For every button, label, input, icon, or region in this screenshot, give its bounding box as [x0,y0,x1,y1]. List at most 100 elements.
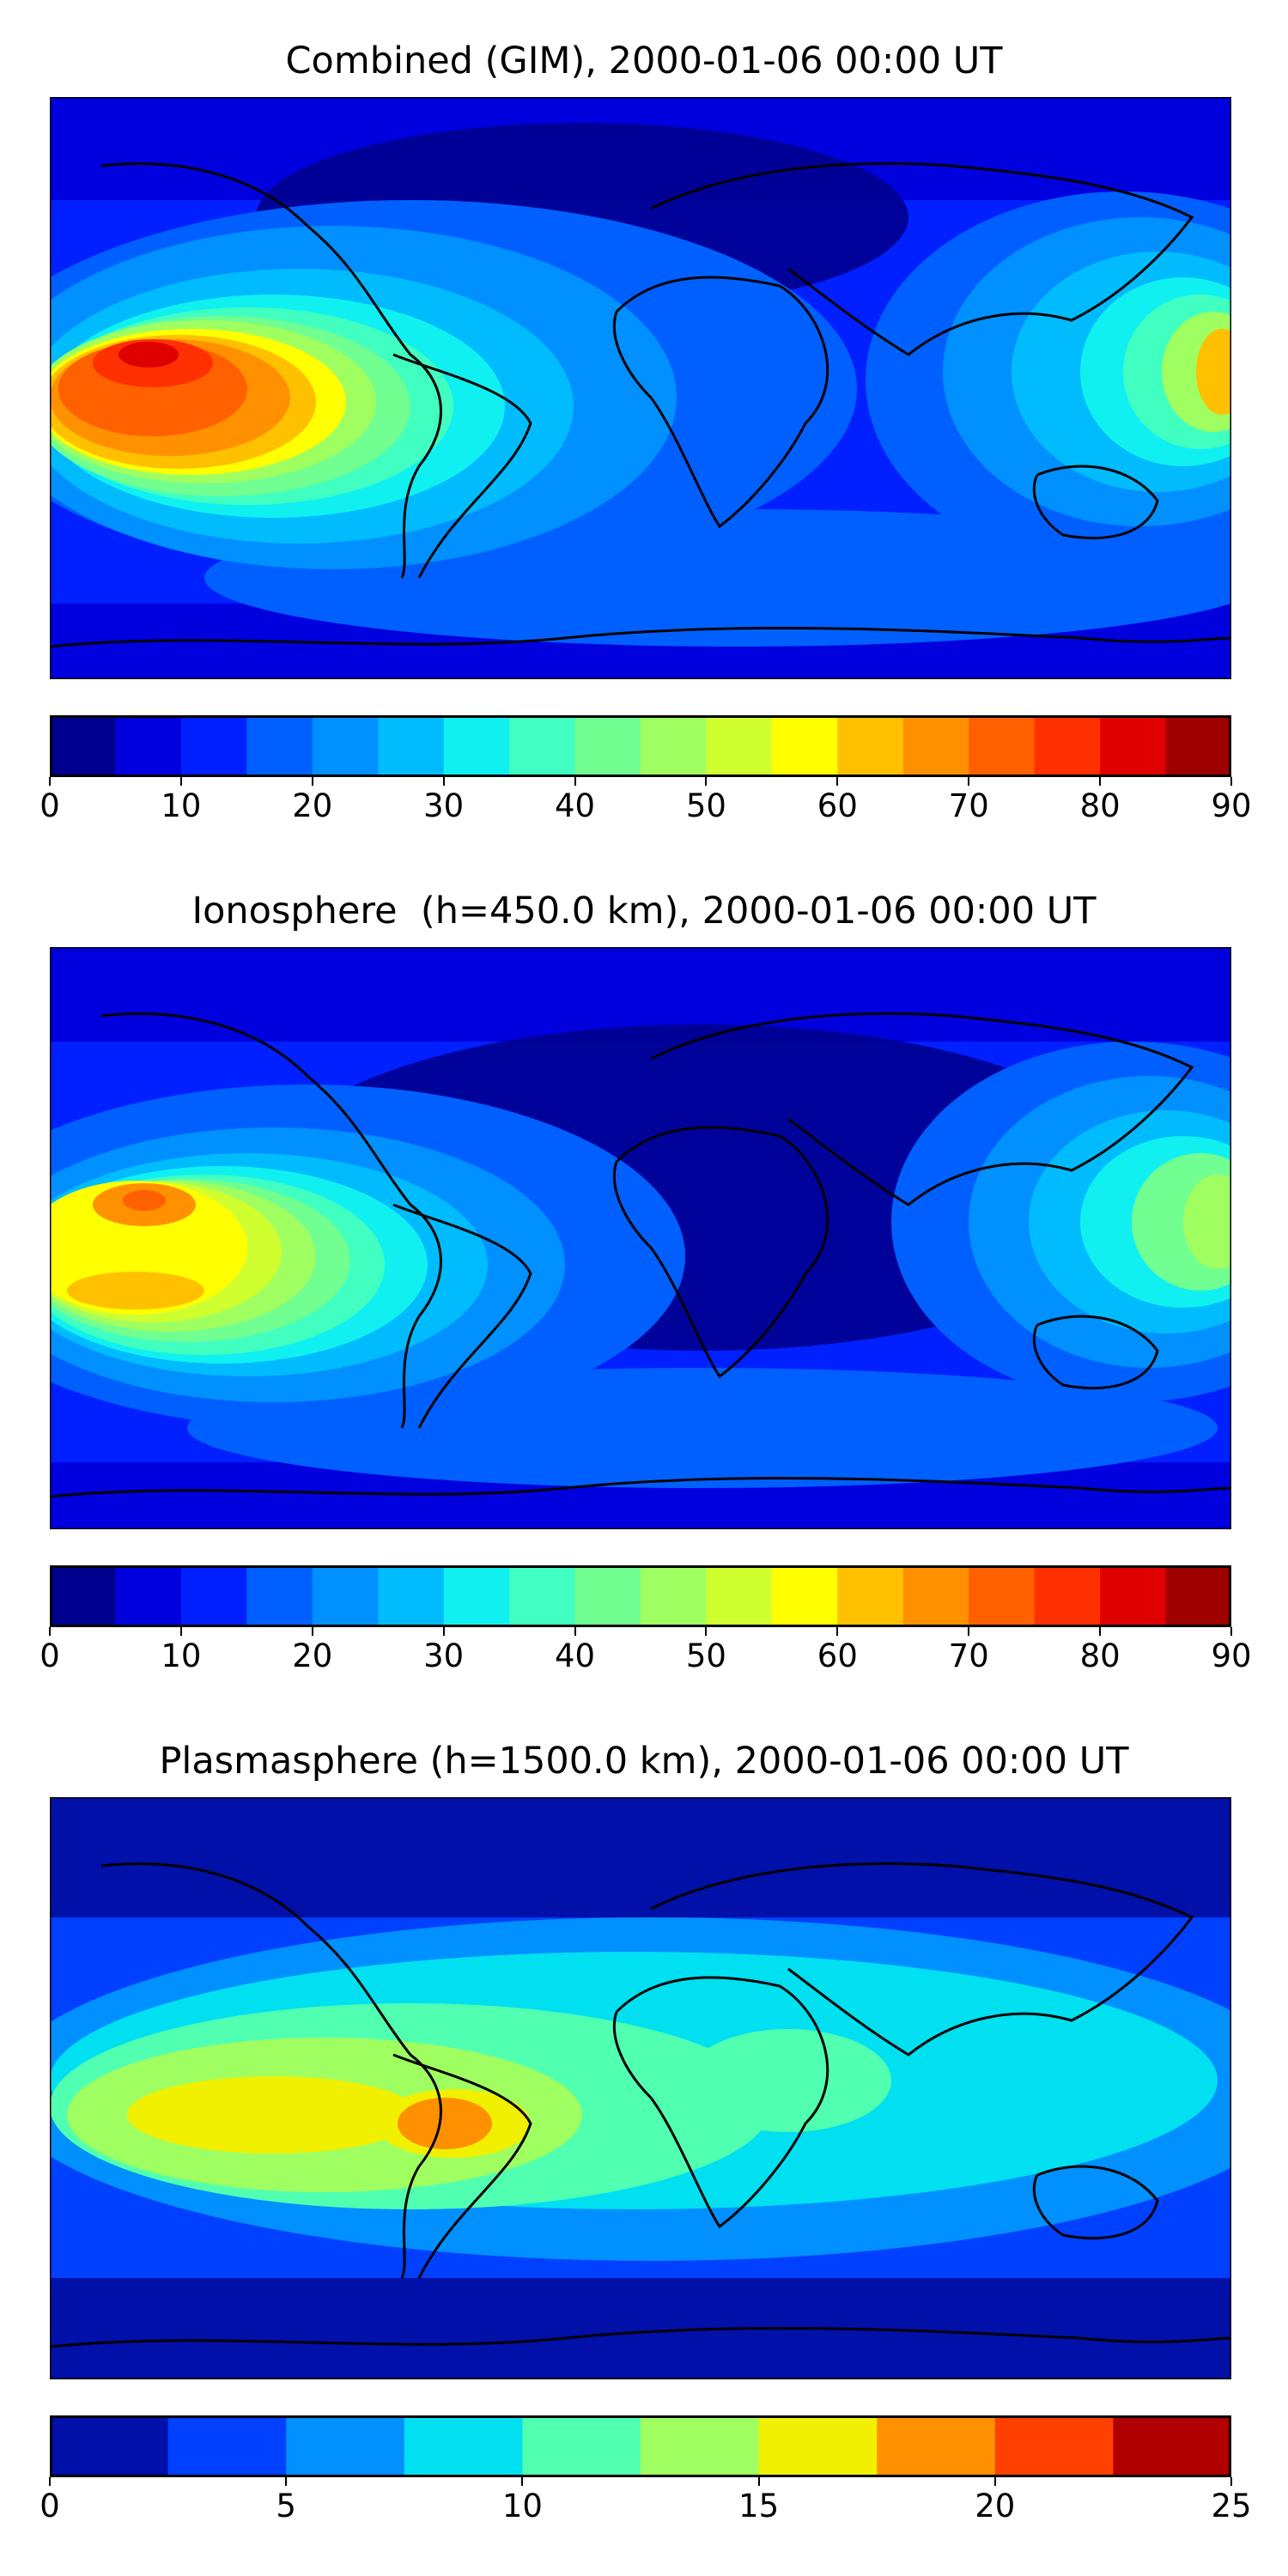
colorbar-segment [706,1565,773,1627]
colorbar-segment [115,715,182,777]
colorbar-tick-label: 30 [423,1637,465,1674]
colorbar-plasmasphere [50,2415,1231,2477]
colorbar-tick-mark [968,777,970,786]
colorbar-segment [115,1565,182,1627]
colorbar-segment [902,1565,969,1627]
colorbar-segment [378,715,445,777]
panel-title-combined: Combined (GIM), 2000-01-06 00:00 UT [285,39,1003,82]
colorbar-segment [877,2415,996,2477]
colorbar-tick-mark [442,777,445,786]
colorbar-tick-label: 50 [685,787,726,824]
colorbar-segment [509,1565,576,1627]
colorbar-tick-mark [49,2477,51,2486]
colorbar-tick-label: 70 [948,1637,989,1674]
colorbar-segment [771,715,838,777]
colorbar-segment [378,1565,445,1627]
colorbar-tick-mark [705,1627,708,1636]
colorbar-segment [1100,715,1167,777]
colorbar-tick-label: 40 [555,787,596,824]
panel-title-ionosphere: Ionosphere (h=450.0 km), 2000-01-06 00:0… [191,890,1097,933]
colorbar-combined [50,715,1231,777]
colorbar-segment [1165,715,1231,777]
colorbar-segment [771,1565,838,1627]
colorbar-segment [641,2415,760,2477]
colorbar-tick-label: 15 [738,2488,780,2524]
colorbar-tick-label: 10 [501,2488,543,2524]
colorbar-tick-label: 25 [1211,2488,1252,2524]
colorbar-segment [246,1565,313,1627]
colorbar-segment [509,715,576,777]
colorbar-tick-mark [574,777,576,786]
colorbar-tick-label: 20 [292,787,333,824]
colorbar-segment [50,1565,116,1627]
colorbar-segment [574,715,641,777]
colorbar-segment [50,715,116,777]
colorbar-segment [167,2415,287,2477]
panel-title-plasmasphere: Plasmasphere (h=1500.0 km), 2000-01-06 0… [159,1740,1129,1783]
colorbar-tick-mark [49,1627,51,1636]
colorbar-tick-mark [574,1627,576,1636]
colorbar-segment [969,1565,1036,1627]
colorbar-tick-mark [1230,2477,1232,2486]
colorbar-tick-mark [442,1627,445,1636]
colorbar-segment [286,2415,405,2477]
colorbar-segment [574,1565,641,1627]
map-combined [50,97,1231,679]
colorbar-tick-mark [757,2477,760,2486]
colorbar-tick-mark [1230,777,1232,786]
colorbar-segment [994,2415,1114,2477]
colorbar-segment [641,1565,707,1627]
colorbar-segment [443,1565,510,1627]
colorbar-tick-mark [836,777,839,786]
colorbar-tick-label: 80 [1079,787,1121,824]
colorbar-tick-label: 50 [685,1637,726,1674]
colorbar-tick-label: 60 [817,1637,858,1674]
colorbar-tick-mark [1230,1627,1232,1636]
colorbar-tick-label: 30 [423,787,465,824]
colorbar-segment [969,715,1036,777]
colorbar-tick-label: 20 [292,1637,333,1674]
colorbar-tick-mark [49,777,51,786]
colorbar-tick-label: 90 [1211,1637,1252,1674]
colorbar-ionosphere [50,1565,1231,1627]
colorbar-segment [1034,715,1101,777]
colorbar-tick-mark [1099,777,1102,786]
colorbar-tick-label: 20 [975,2488,1016,2524]
colorbar-segment [522,2415,641,2477]
colorbar-tick-mark [285,2477,288,2486]
colorbar-tick-label: 90 [1211,787,1252,824]
colorbar-frame [50,2415,1231,2477]
colorbar-tick-mark [836,1627,839,1636]
colorbar-tick-mark [179,1627,182,1636]
colorbar-segment [180,715,247,777]
colorbar-segment [837,1565,904,1627]
colorbar-segment [50,2415,169,2477]
colorbar-segment [1113,2415,1231,2477]
colorbar-segment [443,715,510,777]
colorbar-tick-mark [311,777,313,786]
colorbar-segment [837,715,904,777]
colorbar-segment [641,715,707,777]
colorbar-segment [180,1565,247,1627]
colorbar-tick-label: 40 [555,1637,596,1674]
colorbar-tick-label: 80 [1079,1637,1121,1674]
colorbar-frame [50,1565,1231,1627]
colorbar-segment [706,715,773,777]
colorbar-tick-mark [993,2477,996,2486]
colorbar-tick-mark [521,2477,524,2486]
colorbar-tick-label: 0 [39,787,60,824]
colorbar-tick-mark [311,1627,313,1636]
colorbar-segment [312,715,379,777]
colorbar-segment [312,1565,379,1627]
colorbar-segment [246,715,313,777]
colorbar-segment [1034,1565,1101,1627]
map-plasmasphere [50,1797,1231,2379]
colorbar-tick-label: 5 [276,2488,296,2524]
colorbar-tick-label: 10 [161,787,202,824]
colorbar-tick-label: 0 [39,2488,60,2524]
colorbar-tick-mark [705,777,708,786]
colorbar-segment [1100,1565,1167,1627]
colorbar-tick-label: 70 [948,787,989,824]
colorbar-segment [1165,1565,1231,1627]
colorbar-segment [404,2415,523,2477]
